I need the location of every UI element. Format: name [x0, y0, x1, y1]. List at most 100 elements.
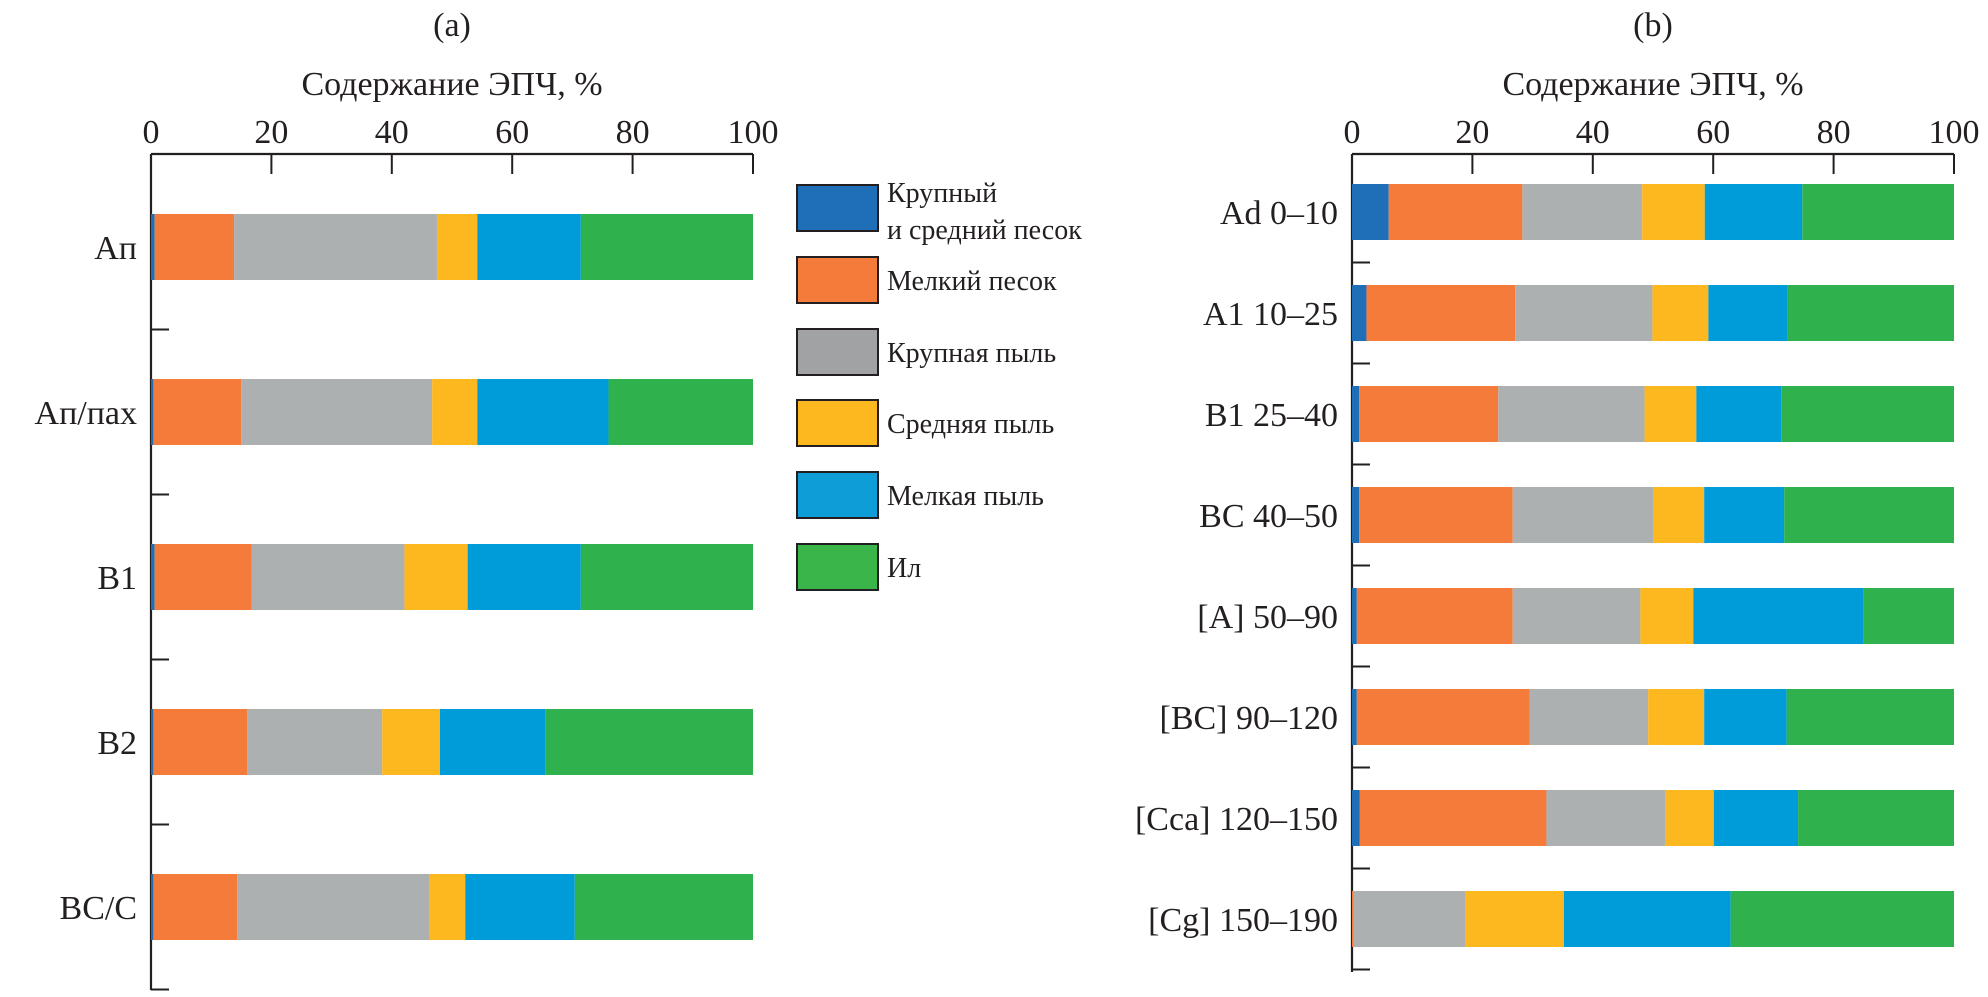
bar-segment	[1784, 487, 1954, 543]
bar-segment	[429, 874, 466, 940]
bar-segment	[1366, 285, 1516, 341]
bar-segment	[436, 214, 478, 280]
legend-label: Мелкая пыль	[887, 481, 1044, 512]
bar-segment	[1512, 588, 1641, 644]
bar-segment	[1352, 588, 1357, 644]
bar-segment	[1642, 184, 1705, 240]
legend-swatch	[796, 399, 879, 447]
bar-segment	[1515, 285, 1653, 341]
legend-label: Крупная пыль	[887, 338, 1056, 369]
category-label: B1 25–40	[1205, 397, 1338, 434]
category-label: A1 10–25	[1203, 296, 1338, 333]
bar-segment	[1388, 184, 1523, 240]
bar-segment	[1696, 386, 1782, 442]
bar-segment	[154, 214, 235, 280]
bar-segment	[1693, 588, 1864, 644]
legend-swatch	[796, 184, 879, 232]
category-label: B2	[97, 725, 137, 762]
panel-a: (a) Содержание ЭПЧ, % 0 20 40 60 80 100 Ап Ап/…	[35, 7, 779, 991]
bar-segment	[580, 544, 753, 610]
bar-segment	[1708, 285, 1788, 341]
bar-segment	[404, 544, 468, 610]
legend-swatch	[796, 471, 879, 519]
bar-segment	[1546, 790, 1666, 846]
legend-label: Мелкий песок	[887, 266, 1057, 297]
x-tick-label: 40	[375, 114, 409, 151]
bar-segment	[151, 379, 154, 445]
bar-segment	[1730, 891, 1954, 947]
bar-segment	[1356, 689, 1530, 745]
x-tick-label: 60	[495, 114, 529, 151]
bar-segment	[247, 709, 383, 775]
bar-segment	[1665, 790, 1714, 846]
bar-segment	[1653, 487, 1705, 543]
x-tick-label: 20	[254, 114, 288, 151]
category-label: [Cca] 120–150	[1135, 801, 1338, 838]
x-tick-label: 0	[1344, 114, 1361, 151]
legend-swatch	[796, 328, 879, 376]
bar-segment	[1465, 891, 1564, 947]
bar-segment	[1352, 689, 1357, 745]
category-label: Ad 0–10	[1220, 195, 1338, 232]
x-tick-label: 0	[143, 114, 160, 151]
bar-segment	[1713, 790, 1799, 846]
x-tick-label: 40	[1576, 114, 1610, 151]
legend-swatch	[796, 256, 879, 304]
x-tick-label: 20	[1455, 114, 1489, 151]
bar-segment	[153, 379, 242, 445]
bar-segment	[1798, 790, 1954, 846]
bar-segment	[241, 379, 433, 445]
panel-b: (b) Содержание ЭПЧ, % 0 20 40 60 80 100 Ad 0–…	[1135, 7, 1980, 972]
legend-label: Ил	[887, 553, 921, 584]
x-tick-label: 100	[1929, 114, 1980, 151]
bar-segment	[1529, 689, 1649, 745]
panel-a-label: (a)	[433, 7, 471, 44]
panel-b-x-axis-title: Содержание ЭПЧ, %	[1502, 66, 1803, 103]
panel-b-axes	[1350, 152, 1955, 972]
x-tick-label: 60	[1696, 114, 1730, 151]
bar-segment	[465, 874, 575, 940]
bar-segment	[1704, 184, 1803, 240]
bar-segment	[1352, 184, 1389, 240]
bar-segment	[1359, 487, 1513, 543]
bar-segment	[1704, 689, 1787, 745]
bar-segment	[1352, 487, 1360, 543]
bar-segment	[251, 544, 405, 610]
category-label: [Cg] 150–190	[1148, 902, 1338, 939]
category-label: BC/C	[60, 890, 137, 927]
category-label: Ап	[94, 230, 137, 267]
panel-b-label: (b)	[1633, 7, 1673, 44]
legend-label: Крупный	[887, 178, 997, 209]
bar-segment	[151, 709, 154, 775]
bar-segment	[1644, 386, 1697, 442]
category-label: [A] 50–90	[1197, 599, 1338, 636]
bar-segment	[1352, 386, 1360, 442]
bar-segment	[1352, 790, 1360, 846]
bar-segment	[1563, 891, 1731, 947]
bar-segment	[151, 874, 154, 940]
bar-segment	[439, 709, 546, 775]
bar-segment	[1863, 588, 1954, 644]
bar-segment	[151, 214, 155, 280]
bar-segment	[153, 709, 248, 775]
bar-segment	[1352, 891, 1354, 947]
legend-label: и средний песок	[887, 215, 1082, 246]
bar-segment	[151, 544, 155, 610]
bar-segment	[1498, 386, 1645, 442]
bar-segment	[153, 874, 238, 940]
panel-b-category-labels: Ad 0–10 A1 10–25 B1 25–40 BC 40–50 [A] 50–90…	[1135, 195, 1338, 939]
x-tick-label: 100	[728, 114, 779, 151]
bar-segment	[1356, 588, 1513, 644]
x-tick-label: 80	[616, 114, 650, 151]
bar-segment	[467, 544, 581, 610]
bar-segment	[1648, 689, 1705, 745]
bar-segment	[382, 709, 440, 775]
legend-swatch	[796, 543, 879, 591]
legend: Крупный и средний песок Мелкий песок Крупна…	[796, 178, 1082, 591]
bar-segment	[234, 214, 437, 280]
legend-label: Средняя пыль	[887, 409, 1054, 440]
panel-a-category-labels: Ап Ап/пах B1 B2 BC/C	[35, 230, 137, 927]
category-label: B1	[97, 560, 137, 597]
bar-segment	[1522, 184, 1643, 240]
